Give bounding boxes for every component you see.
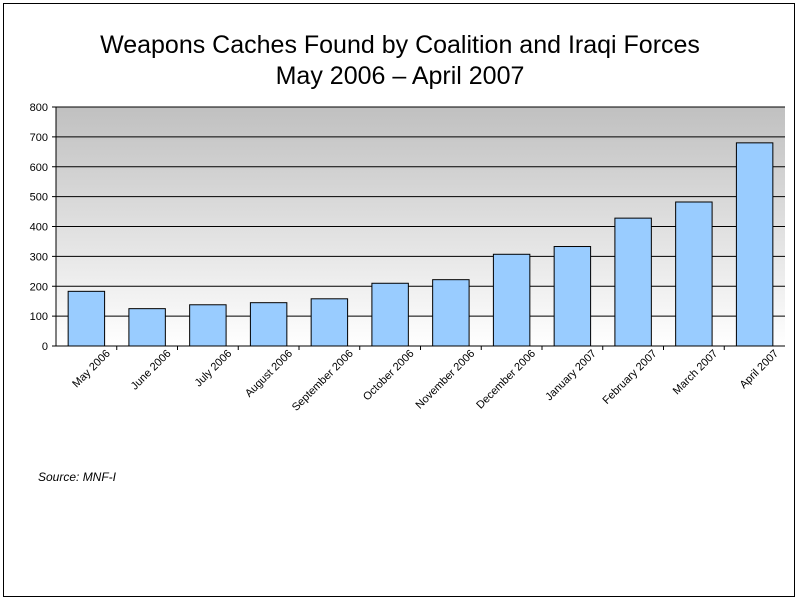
chart-title-block: Weapons Caches Found by Coalition and Ir… <box>0 30 800 92</box>
x-tick-label: February 2007 <box>601 348 660 407</box>
bar <box>735 142 774 347</box>
x-tick-label: May 2006 <box>70 348 113 391</box>
bar <box>675 201 713 347</box>
y-tick-label: 0 <box>42 341 48 353</box>
chart-title: Weapons Caches Found by Coalition and Ir… <box>100 31 700 59</box>
y-tick-label: 500 <box>30 192 48 204</box>
x-tick-label: October 2006 <box>361 348 417 404</box>
y-tick-label: 800 <box>30 102 48 114</box>
y-tick-label: 600 <box>30 162 48 174</box>
bar <box>189 304 227 347</box>
y-tick-label: 300 <box>30 251 48 263</box>
bar <box>553 246 592 347</box>
x-tick-label: July 2006 <box>193 348 235 390</box>
bar <box>67 290 106 347</box>
bar <box>128 308 166 347</box>
x-tick-label: June 2006 <box>129 348 174 393</box>
y-tick-label: 400 <box>30 222 48 234</box>
chart-subtitle: May 2006 – April 2007 <box>275 62 525 90</box>
bar <box>371 282 409 347</box>
y-tick-label: 100 <box>30 311 48 323</box>
y-tick-label: 700 <box>30 132 48 144</box>
x-tick-label: September 2006 <box>290 348 356 414</box>
bar <box>432 279 470 347</box>
x-tick-label: April 2007 <box>738 348 782 392</box>
y-tick-label: 200 <box>30 281 48 293</box>
bar <box>249 302 288 347</box>
bar <box>492 253 531 347</box>
x-tick-label: November 2006 <box>414 348 478 412</box>
x-tick-label: December 2006 <box>474 348 538 412</box>
bar <box>310 298 349 347</box>
x-tick-label: March 2007 <box>671 348 721 398</box>
source-note: Source: MNF-I <box>38 470 117 484</box>
bar <box>614 217 652 347</box>
x-tick-label: January 2007 <box>543 348 599 404</box>
x-tick-label: August 2006 <box>243 348 295 400</box>
